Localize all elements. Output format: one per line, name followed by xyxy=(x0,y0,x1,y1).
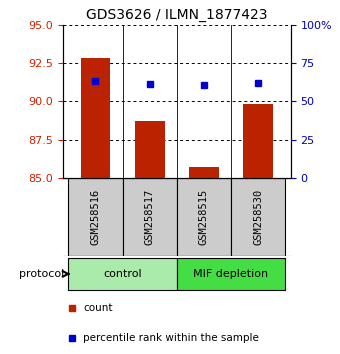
Title: GDS3626 / ILMN_1877423: GDS3626 / ILMN_1877423 xyxy=(86,8,268,22)
Text: GSM258530: GSM258530 xyxy=(253,189,263,245)
Text: GSM258516: GSM258516 xyxy=(90,189,100,245)
Bar xyxy=(68,258,177,290)
Bar xyxy=(189,167,219,178)
Bar xyxy=(177,258,285,290)
Bar xyxy=(231,178,285,256)
Bar xyxy=(81,58,110,178)
Bar xyxy=(122,178,177,256)
Text: control: control xyxy=(103,269,142,279)
Bar xyxy=(177,178,231,256)
Text: count: count xyxy=(83,303,113,313)
Text: GSM258517: GSM258517 xyxy=(145,189,155,245)
Text: GSM258515: GSM258515 xyxy=(199,189,209,245)
Bar xyxy=(243,104,273,178)
Bar xyxy=(135,121,165,178)
Bar xyxy=(68,178,122,256)
Text: protocol: protocol xyxy=(19,269,64,279)
Text: percentile rank within the sample: percentile rank within the sample xyxy=(83,332,259,343)
Text: MIF depletion: MIF depletion xyxy=(193,269,269,279)
